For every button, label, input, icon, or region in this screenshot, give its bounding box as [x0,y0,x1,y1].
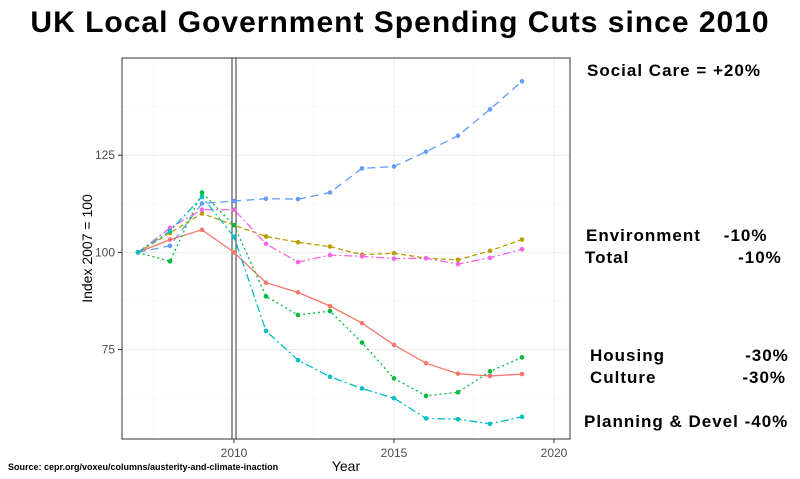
data-point [455,257,461,263]
grid-lines [122,58,570,439]
series-layer [135,79,525,427]
data-point [519,414,525,420]
data-point [199,194,205,200]
data-point [359,386,365,391]
series-line [137,80,523,254]
y-tick-label: 125 [95,148,115,162]
data-point [423,255,429,261]
data-point [391,342,397,348]
data-point [519,79,525,84]
data-point [359,340,365,345]
data-point [263,328,269,334]
data-point [359,253,365,259]
data-point [391,256,397,261]
annotation-environment: Environment -10% [586,226,768,245]
series-housing [135,190,525,399]
data-point [487,107,493,112]
x-tick-label: 2010 [221,446,248,460]
data-point [359,320,365,326]
data-point [455,133,461,139]
data-point [327,374,333,380]
series-social-care [135,79,525,255]
annotation-housing: Housing -30% [590,346,789,365]
data-point [295,259,301,265]
data-point [423,149,429,154]
data-point [199,201,205,206]
data-point [391,376,397,381]
data-point [391,395,397,401]
data-point [391,250,397,256]
data-point [519,237,525,242]
data-point [519,355,525,360]
annotation-culture: Culture -30% [590,368,787,387]
data-point [487,369,493,374]
annotation-total: Total -10% [585,248,782,267]
data-point [295,239,301,245]
axis-ticks: 2010 2015 2020 75 100 125 [95,148,568,460]
data-point [231,234,237,240]
data-point [167,228,173,234]
data-point [423,360,429,366]
series-total [135,227,525,379]
annotation-social-care: Social Care = +20% [587,61,761,80]
x-tick-label: 2015 [381,446,408,460]
data-point [231,207,237,212]
data-point [263,196,269,202]
reference-line-2010 [231,57,237,440]
y-tick-label: 100 [95,245,115,259]
data-point [263,280,269,286]
data-point [487,248,493,254]
data-point [455,416,461,422]
data-point [327,244,333,249]
chart-title: UK Local Government Spending Cuts since … [30,6,770,39]
x-axis-label: Year [332,458,361,474]
data-point [199,211,205,216]
data-point [199,227,205,233]
data-point [327,303,333,309]
data-point [231,222,237,228]
data-point [295,357,301,363]
data-point [263,234,269,239]
data-point [167,237,173,242]
data-point [231,250,237,255]
data-point [231,198,237,204]
data-point [487,421,493,427]
data-point [295,312,301,318]
data-point [423,393,429,399]
data-point [487,373,493,379]
data-point [359,166,365,171]
data-point [199,207,205,212]
y-tick-label: 75 [102,343,116,357]
data-point [519,246,525,252]
y-axis-label: Index 2007 = 100 [79,194,95,303]
plot-panel [121,57,571,440]
reference-line [231,57,237,440]
data-point [263,294,269,299]
data-point [423,416,429,421]
data-point [327,190,333,195]
data-point [295,290,301,295]
data-point [391,164,397,169]
data-point [263,241,269,247]
data-point [327,252,333,258]
data-point [487,255,493,261]
data-point [519,371,525,377]
series-line [137,229,523,377]
annotation-planning: Planning & Devel -40% [584,412,789,431]
data-point [295,196,301,202]
data-point [455,390,461,395]
series-line [137,191,523,397]
data-point [135,250,141,255]
series-culture [135,194,525,427]
data-point [167,243,173,249]
data-point [199,190,205,195]
data-point [327,308,333,314]
data-point [455,371,461,376]
x-tick-label: 2020 [541,446,568,460]
source-note: Source: cepr.org/voxeu/columns/austerity… [8,462,279,472]
data-point [455,261,461,267]
data-point [167,259,173,264]
series-planning-devel [135,207,525,267]
